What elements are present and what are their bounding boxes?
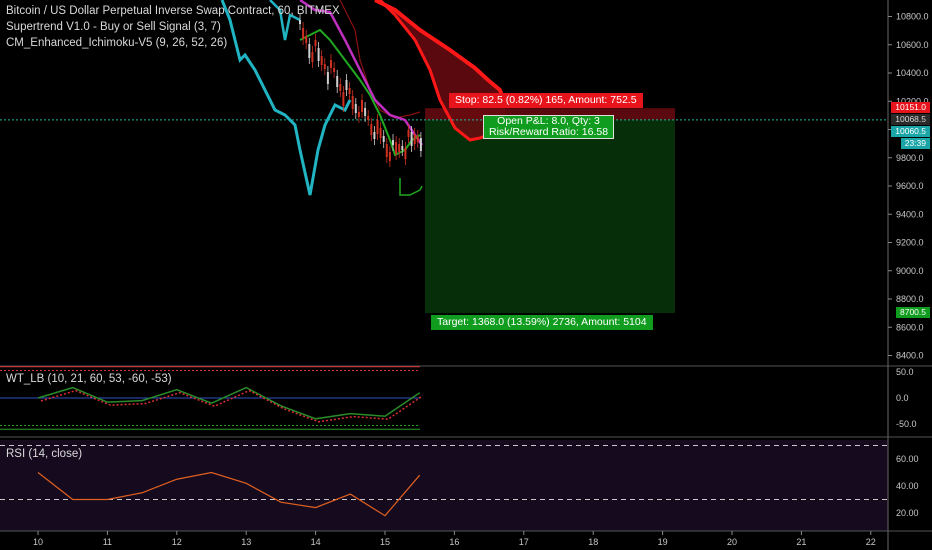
- candle-body: [398, 144, 401, 152]
- ichimoku-legend[interactable]: CM_Enhanced_Ichimoku-V5 (9, 26, 52, 26): [6, 37, 228, 49]
- y-tick-label: 9000.0: [896, 266, 924, 276]
- candle-body: [401, 146, 404, 150]
- y-tick-label: 8800.0: [896, 294, 924, 304]
- x-tick-label: 14: [311, 537, 321, 547]
- x-tick-label: 17: [519, 537, 529, 547]
- candle-body: [392, 140, 394, 145]
- candle-body: [354, 104, 357, 113]
- y-tick-label: 10400.0: [896, 68, 929, 78]
- candle-body: [333, 68, 336, 72]
- y-tick-label: 10800.0: [896, 12, 929, 22]
- candle-body: [413, 134, 416, 144]
- candle-body: [351, 96, 354, 109]
- cloud-edge-top: [374, 0, 507, 106]
- candle-body: [404, 148, 407, 159]
- candle-body: [419, 138, 422, 151]
- x-tick-label: 22: [866, 537, 876, 547]
- candle-body: [305, 36, 308, 43]
- candle-body: [382, 136, 385, 142]
- rsi-tick-label: 60.00: [896, 454, 919, 464]
- candle-body: [410, 132, 413, 146]
- candle-body: [364, 108, 367, 116]
- candle-body: [379, 128, 382, 138]
- countdown-tag: 23:39: [900, 138, 930, 149]
- candle-body: [373, 132, 376, 139]
- candle-body: [370, 124, 373, 135]
- candle-body: [302, 28, 305, 39]
- candle-body: [314, 40, 317, 46]
- main-title: Bitcoin / US Dollar Perpetual Inverse Sw…: [6, 5, 340, 17]
- stop-price-tag: 10151.0: [891, 102, 930, 113]
- x-tick-label: 18: [588, 537, 598, 547]
- profit-zone: [425, 119, 675, 314]
- supertrend-legend[interactable]: Supertrend V1.0 - Buy or Sell Signal (3,…: [6, 21, 221, 33]
- rsi-legend[interactable]: RSI (14, close): [6, 448, 83, 460]
- x-tick-label: 15: [380, 537, 390, 547]
- candle-body: [395, 142, 398, 154]
- rsi-line: [37, 471, 421, 517]
- candle-body: [299, 20, 301, 24]
- pnl-box[interactable]: Open P&L: 8.0, Qty: 3 Risk/Reward Ratio:…: [483, 115, 615, 139]
- target-label[interactable]: Target: 1368.0 (13.59%) 2736, Amount: 51…: [431, 315, 653, 330]
- entry-price-tag: 10068.5: [891, 114, 930, 125]
- candle-body: [407, 130, 410, 137]
- y-tick-label: 8600.0: [896, 322, 924, 332]
- candle-body: [339, 84, 342, 91]
- x-tick-label: 12: [172, 537, 182, 547]
- current-price-tag: 10060.5: [891, 126, 930, 137]
- candle-body: [308, 44, 311, 58]
- wt-legend[interactable]: WT_LB (10, 21, 60, 53, -60, -53): [6, 373, 172, 385]
- x-tick-label: 21: [796, 537, 806, 547]
- candle-body: [326, 72, 329, 84]
- candle-body: [317, 48, 320, 61]
- supertrend-line-upper: [269, 0, 301, 41]
- rr-label: Risk/Reward Ratio: 16.58: [489, 126, 609, 138]
- candle-body: [345, 80, 348, 90]
- y-tick-label: 9400.0: [896, 209, 924, 219]
- wt-signal-line: [40, 389, 424, 423]
- wt-tick-label: 0.0: [896, 393, 909, 403]
- target-price-tag: 8700.5: [896, 307, 930, 318]
- candle-body: [416, 136, 419, 142]
- wt-line: [37, 386, 421, 420]
- stop-label[interactable]: Stop: 82.5 (0.82%) 165, Amount: 752.5: [449, 93, 643, 108]
- loss-zone: [425, 108, 675, 120]
- rsi-tick-label: 40.00: [896, 481, 919, 491]
- candle-body: [388, 152, 391, 161]
- candle-body: [320, 56, 323, 65]
- wt-tick-label: 50.0: [896, 367, 914, 377]
- candle-body: [385, 144, 388, 157]
- y-tick-label: 8400.0: [896, 351, 924, 361]
- x-tick-label: 16: [449, 537, 459, 547]
- wt-tick-label: -50.0: [896, 419, 917, 429]
- y-tick-label: 9200.0: [896, 238, 924, 248]
- supertrend-line: [220, 0, 352, 196]
- x-tick-label: 13: [241, 537, 251, 547]
- candle-body: [336, 76, 339, 87]
- candle-body: [367, 116, 370, 120]
- candle-body: [323, 64, 326, 69]
- rsi-tick-label: 20.00: [896, 508, 919, 518]
- candle-body: [330, 60, 332, 68]
- x-tick-label: 10: [33, 537, 43, 547]
- candle-body: [311, 52, 314, 62]
- candle-body: [348, 88, 351, 94]
- y-tick-label: 10600.0: [896, 40, 929, 50]
- candle-body: [361, 100, 363, 112]
- candle-body: [342, 92, 345, 106]
- y-tick-label: 9600.0: [896, 181, 924, 191]
- conversion-line: [299, 0, 424, 146]
- x-tick-label: 20: [727, 537, 737, 547]
- candle-body: [357, 112, 360, 117]
- y-tick-label: 10200.0: [896, 96, 929, 106]
- x-tick-label: 19: [658, 537, 668, 547]
- candle-body: [376, 120, 379, 134]
- pnl-label: Open P&L: 8.0, Qty: 3: [497, 115, 600, 127]
- rsi-panel-bg: [0, 440, 888, 531]
- x-tick-label: 11: [103, 537, 112, 547]
- y-tick-label: 9800.0: [896, 153, 924, 163]
- lagging-base: [399, 178, 423, 196]
